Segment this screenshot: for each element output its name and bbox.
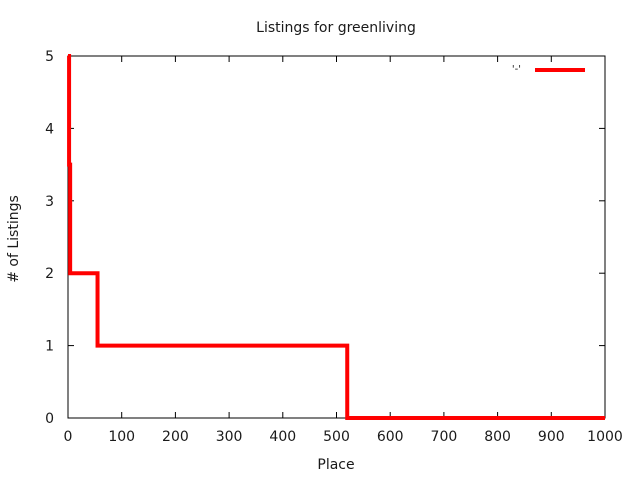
x-tick-label-6: 600	[377, 429, 404, 445]
x-tick-label-2: 200	[162, 429, 189, 445]
plot-frame	[67, 55, 606, 419]
y-tick-label-4: 4	[45, 121, 54, 137]
axis-ticks: 0 100 200 300 400 500 600 700 800 900 1000 0 1 2 3 4 5	[45, 49, 623, 445]
y-axis-label: # of Listings	[6, 195, 22, 283]
y-tick-label-2: 2	[45, 266, 54, 282]
legend: '-'	[512, 64, 585, 75]
x-tick-label-8: 800	[484, 429, 511, 445]
x-tick-label-10: 1000	[587, 429, 623, 445]
x-tick-label-7: 700	[431, 429, 458, 445]
x-tick-label-0: 0	[64, 429, 73, 445]
y-tick-label-0: 0	[45, 411, 54, 427]
y-tick-label-3: 3	[45, 194, 54, 210]
x-tick-label-4: 400	[269, 429, 296, 445]
x-tick-label-1: 100	[108, 429, 135, 445]
chart-title: Listings for greenliving	[256, 20, 416, 36]
x-axis-label: Place	[317, 457, 354, 473]
y-tick-label-1: 1	[45, 339, 54, 355]
x-tick-label-9: 900	[538, 429, 565, 445]
series-layer	[67, 54, 606, 420]
legend-label-0: '-'	[512, 64, 521, 75]
y-tick-label-5: 5	[45, 49, 54, 65]
x-tick-label-5: 500	[323, 429, 350, 445]
series-line-0	[67, 54, 605, 420]
x-tick-label-3: 300	[216, 429, 243, 445]
